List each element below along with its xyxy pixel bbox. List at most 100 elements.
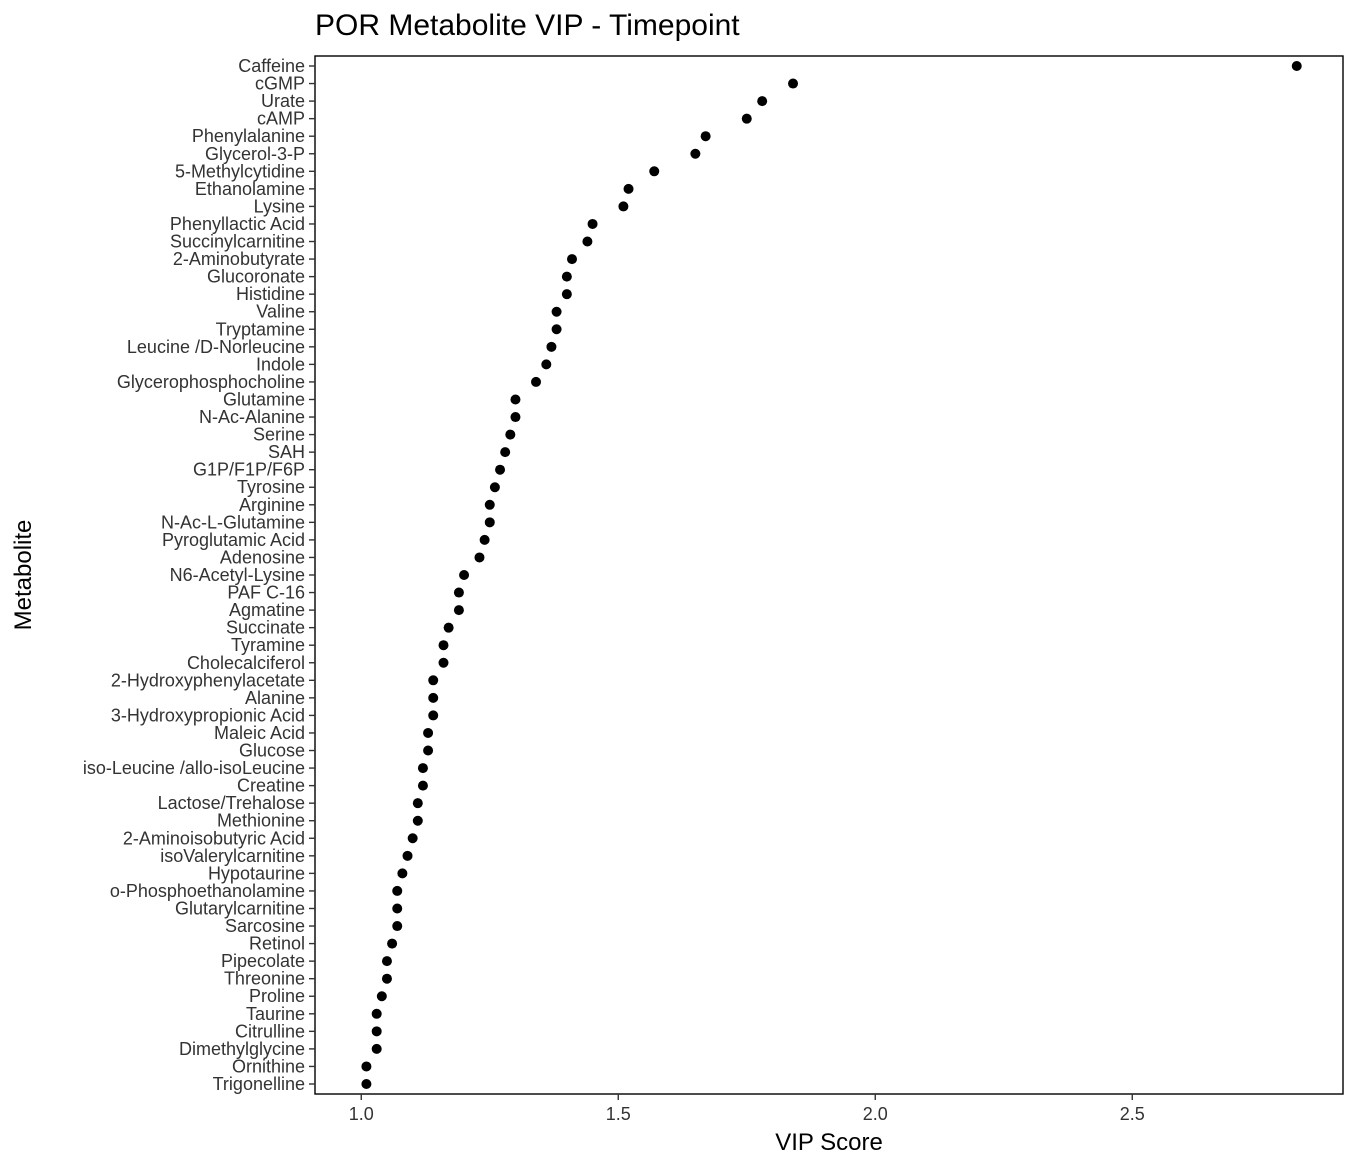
- y-tick-label: Sarcosine: [225, 916, 305, 936]
- data-point: [443, 622, 454, 633]
- y-tick-label: Succinate: [226, 618, 305, 638]
- x-tick-label: 2.0: [863, 1104, 888, 1124]
- data-point: [392, 921, 403, 932]
- y-tick-label: Tyramine: [231, 635, 305, 655]
- y-axis-title: Metabolite: [10, 520, 37, 631]
- data-point: [551, 324, 562, 335]
- data-point: [438, 640, 449, 651]
- data-point: [623, 183, 634, 194]
- y-tick-label: 2-Aminobutyrate: [173, 249, 305, 269]
- y-tick-label: Glutamine: [223, 389, 305, 409]
- data-point: [700, 131, 711, 142]
- y-tick-label: Creatine: [237, 776, 305, 796]
- data-point: [392, 903, 403, 914]
- data-point: [479, 534, 490, 545]
- data-point: [546, 341, 557, 352]
- data-point: [381, 956, 392, 967]
- y-tick-label: SAH: [268, 442, 305, 462]
- y-tick-label: o-Phosphoethanolamine: [110, 881, 305, 901]
- y-tick-label: Adenosine: [220, 547, 305, 567]
- y-tick-label: Leucine /D-Norleucine: [127, 337, 305, 357]
- data-point: [582, 236, 593, 247]
- data-point: [428, 710, 439, 721]
- y-tick-label: Serine: [253, 425, 305, 445]
- y-tick-label: N6-Acetyl-Lysine: [170, 565, 305, 585]
- y-tick-label: Citrulline: [235, 1021, 305, 1041]
- x-tick-label: 1.5: [606, 1104, 631, 1124]
- y-tick-label: Glucoronate: [207, 267, 305, 287]
- data-point: [649, 166, 660, 177]
- data-point: [407, 833, 418, 844]
- data-point: [453, 587, 464, 598]
- data-point: [561, 289, 572, 300]
- data-point: [371, 1026, 382, 1037]
- y-tick-label: Histidine: [236, 284, 305, 304]
- data-point: [387, 938, 398, 949]
- y-tick-label: 3-Hydroxypropionic Acid: [111, 705, 305, 725]
- y-tick-label: 5-Methylcytidine: [175, 161, 305, 181]
- data-point: [438, 657, 449, 668]
- y-tick-label: N-Ac-Alanine: [199, 407, 305, 427]
- data-point: [484, 499, 495, 510]
- chart-title: POR Metabolite VIP - Timepoint: [315, 9, 740, 42]
- data-point: [453, 605, 464, 616]
- y-tick-label: Ornithine: [232, 1056, 305, 1076]
- data-point: [587, 218, 598, 229]
- data-point: [510, 394, 521, 405]
- y-tick-label: Lysine: [254, 196, 305, 216]
- y-tick-label: Pipecolate: [221, 951, 305, 971]
- y-tick-label: isoValerylcarnitine: [160, 846, 305, 866]
- y-tick-label: Dimethylglycine: [179, 1039, 305, 1059]
- y-tick-label: Glycerol-3-P: [205, 144, 305, 164]
- y-tick-label: Trigonelline: [213, 1074, 305, 1094]
- data-point: [361, 1061, 372, 1072]
- x-tick-label: 2.5: [1120, 1104, 1145, 1124]
- data-point: [417, 763, 428, 774]
- data-point: [551, 306, 562, 317]
- data-point: [510, 412, 521, 423]
- y-tick-label: Succinylcarnitine: [170, 232, 305, 252]
- y-tick-label: Glycerophosphocholine: [117, 372, 305, 392]
- data-point: [412, 798, 423, 809]
- y-tick-label: Tryptamine: [216, 319, 305, 339]
- x-axis: 1.0 1.5 2.0 2.5: [349, 1094, 1145, 1124]
- y-tick-label: Glucose: [239, 741, 305, 761]
- y-tick-label: cGMP: [255, 74, 305, 94]
- y-tick-label: Caffeine: [238, 56, 305, 76]
- y-tick-label: Valine: [256, 302, 305, 322]
- data-point: [489, 482, 500, 493]
- y-tick-label: Phenylalanine: [192, 126, 305, 146]
- y-tick-label: Glutarylcarnitine: [175, 898, 305, 918]
- data-point: [567, 254, 577, 265]
- data-point: [402, 850, 413, 861]
- y-tick-label: Cholecalciferol: [187, 653, 305, 673]
- y-tick-label: Arginine: [239, 495, 305, 515]
- data-point: [428, 675, 439, 686]
- x-axis-title: VIP Score: [775, 1129, 883, 1156]
- data-point: [397, 868, 408, 879]
- y-tick-label: Methionine: [217, 811, 305, 831]
- data-point: [417, 780, 428, 791]
- y-tick-label: N-Ac-L-Glutamine: [161, 512, 305, 532]
- y-tick-label: 2-Aminoisobutyric Acid: [123, 828, 305, 848]
- data-point: [459, 570, 470, 580]
- y-tick-label: 2-Hydroxyphenylacetate: [111, 670, 305, 690]
- data-point: [474, 552, 485, 563]
- data-point: [371, 1008, 382, 1019]
- data-point: [690, 148, 701, 159]
- data-point: [531, 376, 542, 387]
- data-point: [371, 1043, 382, 1054]
- y-tick-label: Urate: [261, 91, 305, 111]
- y-tick-label: Hypotaurine: [208, 863, 305, 883]
- plot-panel-border: [314, 55, 1344, 1095]
- y-tick-label: Proline: [249, 986, 305, 1006]
- data-point: [381, 973, 392, 984]
- data-point: [500, 447, 511, 458]
- data-point: [376, 991, 387, 1002]
- y-tick-label: Retinol: [249, 934, 305, 954]
- data-point: [1291, 61, 1302, 71]
- y-tick-label: Tyrosine: [237, 477, 305, 497]
- y-tick-label: Phenyllactic Acid: [170, 214, 305, 234]
- y-tick-label: Agmatine: [229, 600, 305, 620]
